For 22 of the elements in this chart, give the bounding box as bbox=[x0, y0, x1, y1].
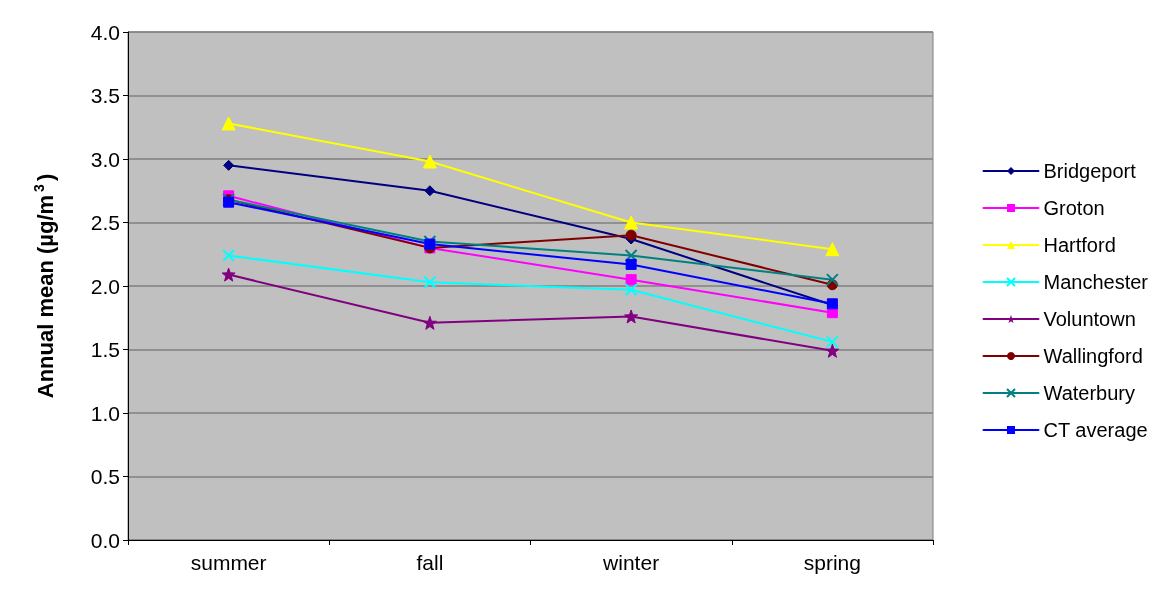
x-tick-label: winter bbox=[602, 551, 660, 574]
y-axis-title: Annual mean (µg/m3) bbox=[31, 173, 58, 399]
legend-label: CT average bbox=[1043, 419, 1148, 441]
y-tick-label: 0.0 bbox=[90, 528, 120, 552]
y-tick-label: 3.5 bbox=[90, 84, 120, 107]
legend-label: Groton bbox=[1043, 197, 1105, 219]
y-tick-label: 2.5 bbox=[90, 211, 120, 234]
x-tick-label: fall bbox=[416, 551, 444, 574]
legend-label: Hartford bbox=[1043, 234, 1116, 256]
legend-label: Bridgeport bbox=[1043, 160, 1137, 182]
y-tick-label: 2.0 bbox=[90, 274, 120, 298]
y-tick-label: 4.0 bbox=[90, 20, 120, 44]
legend-label: Waterbury bbox=[1043, 382, 1136, 404]
x-tick-label: summer bbox=[190, 551, 267, 574]
y-tick-label: 3.0 bbox=[90, 147, 120, 171]
y-tick-label: 1.0 bbox=[90, 401, 120, 425]
y-tick-label: 0.5 bbox=[90, 465, 120, 488]
legend-label: Wallingford bbox=[1043, 345, 1143, 367]
legend-label: Voluntown bbox=[1043, 308, 1136, 330]
x-tick-label: spring bbox=[803, 551, 861, 574]
y-tick-label: 1.5 bbox=[90, 338, 120, 361]
legend-label: Manchester bbox=[1043, 271, 1149, 293]
